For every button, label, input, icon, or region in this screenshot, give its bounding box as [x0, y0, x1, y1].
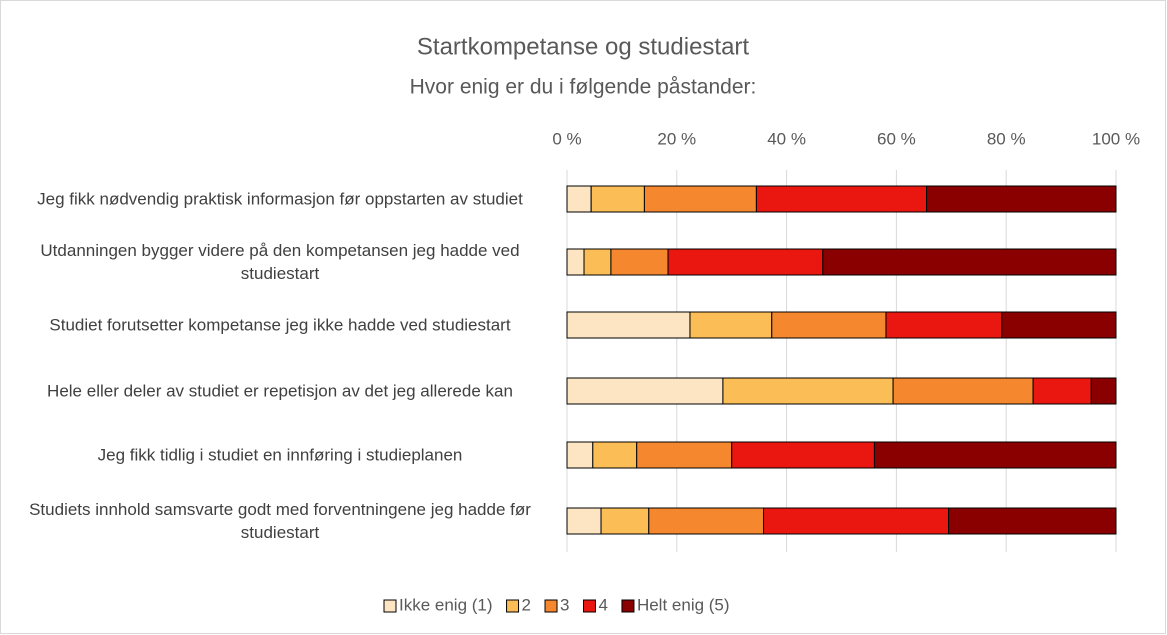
bar-segment: [566, 248, 585, 276]
bar-segment: [590, 185, 645, 213]
legend-swatch: [383, 599, 397, 613]
legend-label: 2: [522, 595, 531, 614]
chart-title: Startkompetanse og studiestart: [417, 33, 750, 60]
bar-segment: [566, 507, 602, 535]
legend-label: Helt enig (5): [637, 595, 730, 614]
bar-segment: [822, 248, 1117, 276]
legend-label: 4: [598, 595, 607, 614]
bar-segment: [592, 441, 638, 469]
bar-segment: [667, 248, 824, 276]
bar-segment: [648, 507, 765, 535]
x-tick-label: 20 %: [657, 129, 696, 148]
bar-segment: [926, 185, 1117, 213]
y-tick-label: Utdanningen bygger videre på den kompeta…: [40, 241, 520, 283]
bar-segment: [566, 441, 594, 469]
legend-swatch: [544, 599, 558, 613]
legend-swatch: [506, 599, 520, 613]
bar-segment: [566, 185, 592, 213]
bar-segment: [1090, 377, 1117, 405]
bar-segment: [885, 311, 1003, 339]
bar-segment: [948, 507, 1117, 535]
y-tick-label: Jeg fikk nødvendig praktisk informasjon …: [37, 189, 523, 209]
y-tick-label: Jeg fikk tidlig i studiet en innføring i…: [97, 445, 463, 465]
bar-segment: [689, 311, 773, 339]
bar-segment: [1032, 377, 1092, 405]
bar-segment: [643, 185, 757, 213]
y-tick-label: Hele eller deler av studiet er repetisjo…: [47, 381, 513, 401]
legend-label: Ikke enig (1): [399, 595, 493, 614]
bar-segment: [600, 507, 650, 535]
legend-swatch: [621, 599, 635, 613]
bar-segment: [731, 441, 875, 469]
bar-segment: [873, 441, 1117, 469]
x-tick-label: 80 %: [987, 129, 1026, 148]
bar-segment: [755, 185, 928, 213]
legend-swatch: [582, 599, 596, 613]
y-tick-label: Studiets innhold samsvarte godt med forv…: [29, 500, 531, 542]
bar-segment: [610, 248, 669, 276]
bar-segment: [771, 311, 887, 339]
bar-segment: [722, 377, 894, 405]
x-tick-label: 100 %: [1092, 129, 1140, 148]
bar-segment: [1001, 311, 1117, 339]
x-tick-label: 40 %: [767, 129, 806, 148]
y-tick-label: Studiet forutsetter kompetanse jeg ikke …: [49, 315, 511, 335]
bar-segment: [566, 311, 691, 339]
bar-segment: [583, 248, 612, 276]
x-tick-label: 0 %: [552, 129, 581, 148]
bar-segment: [892, 377, 1034, 405]
bar-segment: [566, 377, 724, 405]
x-tick-label: 60 %: [877, 129, 916, 148]
chart-subtitle: Hvor enig er du i følgende påstander:: [410, 76, 757, 99]
bar-segment: [636, 441, 733, 469]
legend-label: 3: [560, 595, 569, 614]
bar-segment: [763, 507, 950, 535]
